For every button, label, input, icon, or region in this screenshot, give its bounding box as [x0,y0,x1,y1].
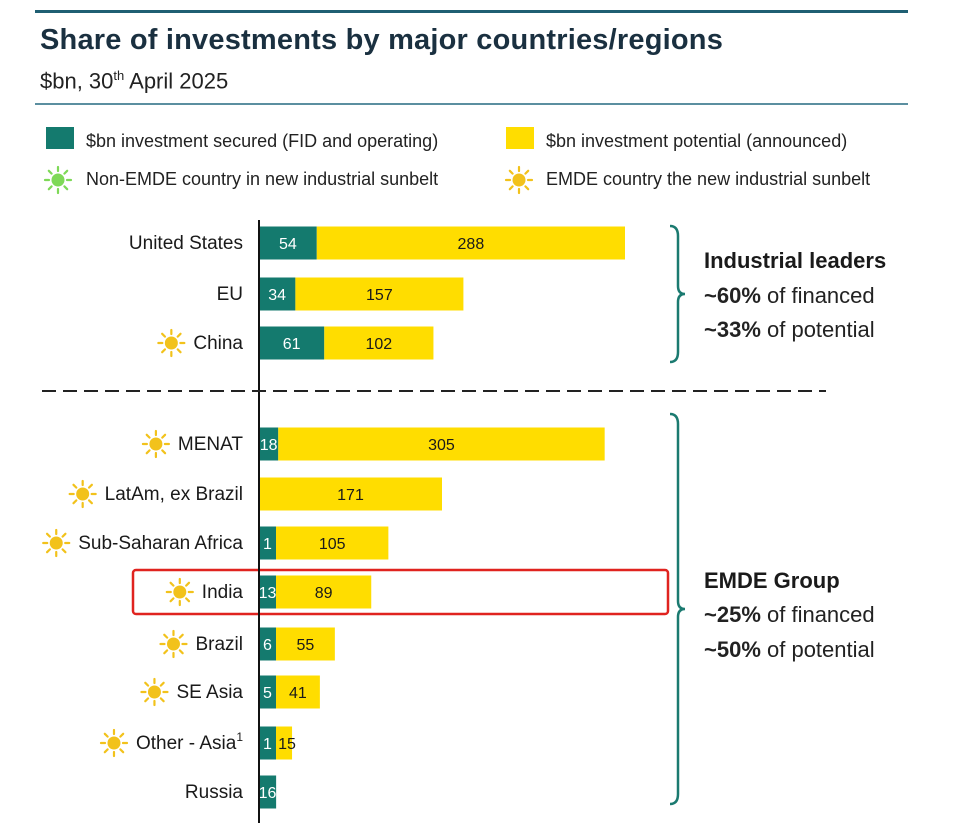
category-label-other-asia: Other - Asia1 [136,730,243,754]
value-potential-latam-ex-brazil: 171 [337,487,364,504]
value-potential-other-asia: 15 [278,736,296,753]
emde-sun-icon-other-asia [99,728,129,758]
bar-secured-other-asia [259,726,276,760]
group-1-line-1: ~60% of financed [704,283,875,308]
bar-secured-china [259,326,325,360]
value-potential-eu: 157 [366,287,393,304]
bar-secured-brazil [259,627,276,661]
bar-secured-sub-saharan-africa [259,526,276,560]
bracket-emde-group [669,412,686,806]
bar-potential-latam-ex-brazil [259,477,442,511]
bar-secured-menat [259,427,279,461]
bar-potential-china [324,326,434,360]
value-potential-se-asia: 41 [289,685,307,702]
value-secured-india: 13 [259,585,277,602]
category-label-se-asia: SE Asia [176,682,243,703]
value-potential-brazil: 55 [297,637,315,654]
value-secured-se-asia: 5 [263,685,272,702]
value-secured-brazil: 6 [263,637,272,654]
legend-non-emde-label: Non-EMDE country in new industrial sunbe… [86,169,439,189]
category-label-eu: EU [217,284,243,305]
group-2-line-1: ~25% of financed [704,602,875,627]
legend-emde-label: EMDE country the new industrial sunbelt [546,169,871,189]
emde-sun-icon-menat [141,429,171,459]
chart-subtitle: $bn, 30th April 2025 [40,68,229,94]
non-emde-sun-icon [43,165,73,195]
category-label-brazil: Brazil [195,634,243,655]
bar-secured-eu [259,277,296,311]
bar-potential-se-asia [276,675,320,709]
emde-sun-icon-sub-saharan-africa [42,528,71,558]
bar-secured-india [259,575,276,609]
emde-sun-icon [504,165,534,195]
legend-potential-swatch [506,127,534,149]
legend-potential-label: $bn investment potential (announced) [546,131,848,151]
bar-potential-united-states [316,226,625,260]
category-label-china: China [193,333,243,354]
emde-sun-icon-brazil [159,629,188,659]
category-label-latam-ex-brazil: LatAm, ex Brazil [105,484,243,505]
legend-secured-label: $bn investment secured (FID and operatin… [86,131,439,151]
bar-potential-india [276,575,372,609]
subtitle-rule [35,103,908,105]
value-secured-eu: 34 [268,287,286,304]
bar-potential-sub-saharan-africa [276,526,389,560]
emde-sun-icon-china [157,328,186,358]
highlight-box-india [131,568,670,616]
bar-secured-united-states [259,226,317,260]
category-label-united-states: United States [129,233,243,254]
value-potential-india: 89 [315,585,333,602]
value-secured-other-asia: 1 [263,736,272,753]
category-label-sub-saharan-africa: Sub-Saharan Africa [78,533,243,554]
category-label-india: India [202,582,244,603]
chart-title: Share of investments by major countries/… [40,24,724,56]
group-2-title: EMDE Group [704,568,840,593]
value-secured-china: 61 [283,336,301,353]
value-secured-united-states: 54 [279,236,297,253]
bar-secured-se-asia [259,675,276,709]
bar-potential-other-asia [276,726,293,760]
value-secured-russia: 16 [259,785,277,802]
group-2-line-2: ~50% of potential [704,637,875,662]
bar-potential-brazil [276,627,335,661]
value-potential-menat: 305 [428,437,455,454]
bar-potential-menat [278,427,605,461]
bar-potential-eu [295,277,464,311]
value-secured-menat: 18 [260,437,278,454]
top-rule [35,10,908,13]
group-1-title: Industrial leaders [704,248,887,273]
bracket-industrial-leaders [669,224,686,364]
value-secured-sub-saharan-africa: 1 [263,536,272,553]
category-label-russia: Russia [185,782,244,803]
value-potential-sub-saharan-africa: 105 [319,536,346,553]
category-label-menat: MENAT [178,434,243,455]
emde-sun-icon-latam-ex-brazil [68,479,97,509]
group-1-line-2: ~33% of potential [704,317,875,342]
bar-secured-russia [259,775,277,809]
value-potential-united-states: 288 [458,236,485,253]
value-potential-china: 102 [366,336,393,353]
emde-sun-icon-se-asia [140,677,169,707]
emde-sun-icon-india [165,577,194,607]
legend-secured-swatch [46,127,74,149]
